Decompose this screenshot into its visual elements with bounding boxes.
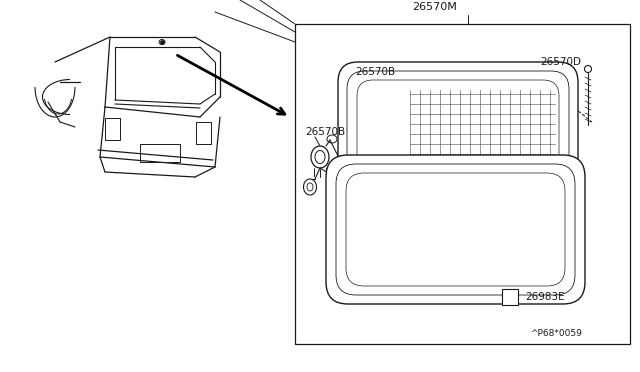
Text: 26570M: 26570M: [413, 2, 458, 12]
FancyBboxPatch shape: [338, 62, 578, 192]
Bar: [196, 122, 211, 144]
FancyBboxPatch shape: [357, 80, 559, 174]
Bar: [105, 118, 120, 140]
FancyBboxPatch shape: [336, 164, 575, 295]
Bar: [295, 24, 630, 344]
FancyBboxPatch shape: [326, 155, 585, 304]
FancyBboxPatch shape: [347, 71, 569, 183]
Text: ^P68*0059: ^P68*0059: [530, 330, 582, 339]
FancyBboxPatch shape: [346, 173, 565, 286]
Text: 26570B: 26570B: [355, 67, 395, 77]
Bar: [140, 144, 180, 162]
Text: 26570D: 26570D: [540, 57, 581, 67]
Text: 26983E: 26983E: [525, 292, 564, 302]
Bar: [502, 289, 518, 305]
Text: 26570B: 26570B: [305, 127, 345, 137]
